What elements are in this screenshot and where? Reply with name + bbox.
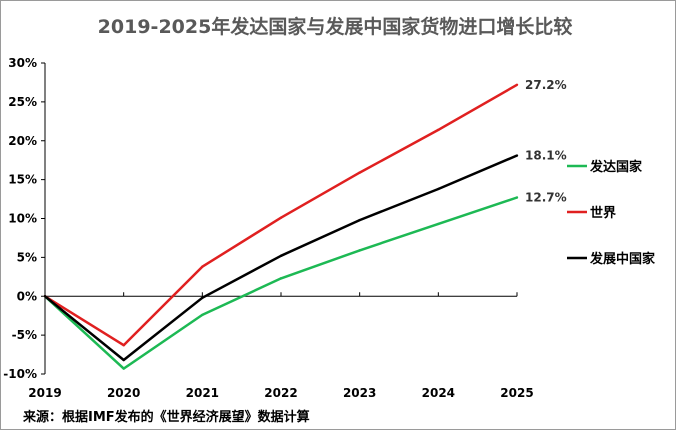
chart-source-note: 来源：根据IMF发布的《世界经济展望》数据计算 [22,409,310,425]
y-tick-label: 15% [8,173,37,187]
end-value-label-2: 18.1% [525,149,567,163]
series-point-2 [437,187,440,191]
series-point-2 [122,358,125,362]
y-tick-label: 5% [17,250,37,264]
x-tick-label: 2022 [264,386,297,400]
series-point-1 [122,344,125,347]
x-tick-label: 2019 [28,386,61,400]
series-point-2 [201,296,204,300]
x-tick-label: 2021 [186,386,219,400]
end-value-label-1: 27.2% [525,78,567,92]
legend-label-2: 发展中国家 [589,251,656,267]
series-point-1 [201,265,204,268]
y-tick-label: 0% [17,289,37,303]
end-labels: 12.7% 27.2% 18.1% [525,78,567,205]
y-tick-label: 25% [8,95,37,109]
series-point-0 [122,367,125,370]
y-tick-label: -5% [12,328,37,342]
series-point-0 [201,313,204,317]
end-value-label-0: 12.7% [525,191,567,205]
series-point-0 [515,196,519,199]
legend-label-1: 世界 [590,205,616,221]
chart-title: 2019-2025年发达国家与发展中国家货物进口增长比较 [98,15,573,38]
series-layer [43,83,519,370]
series-point-1 [358,171,361,174]
y-tick-label: 20% [8,134,37,148]
x-tick-label: 2025 [500,386,533,400]
chart-axes: -10% -5% 0% 5% 10% 15% 20% 25% 30% 2019 2020 2021 20… [3,56,533,400]
series-point-2 [43,295,47,298]
series-point-2 [279,254,283,258]
series-point-0 [437,222,440,226]
series-point-2 [358,218,361,222]
series-point-1 [437,128,440,132]
series-line-0 [44,196,518,370]
series-point-0 [279,277,283,280]
series-line-2 [44,154,518,362]
series-point-0 [358,249,361,252]
y-tick-label: 10% [8,212,37,226]
series-point-1 [279,216,283,219]
y-tick-label: 30% [8,56,37,70]
x-tick-label: 2023 [343,386,376,400]
x-tick-label: 2020 [107,386,140,400]
y-tick-label: -10% [3,367,37,381]
series-line-1 [44,83,518,347]
legend-label-0: 发达国家 [589,159,643,175]
x-tick-label: 2024 [422,386,455,400]
series-point-2 [515,154,519,157]
series-point-1 [515,83,519,86]
